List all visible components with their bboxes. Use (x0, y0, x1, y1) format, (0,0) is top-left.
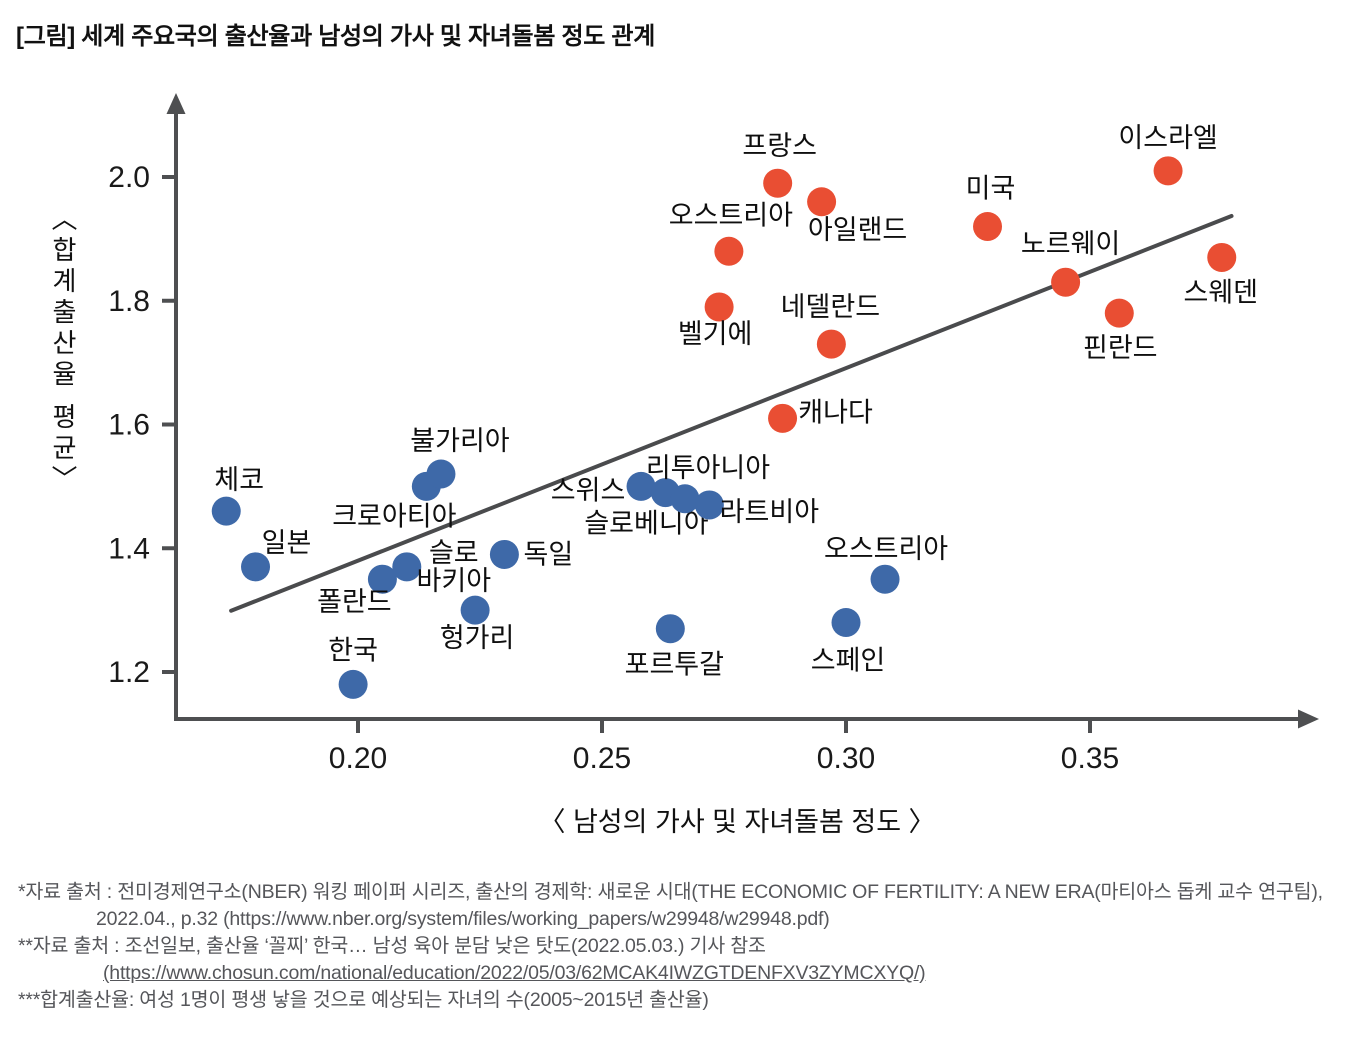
x-tick-label: 0.20 (329, 742, 387, 775)
footnote-line-5: ***합계출산율: 여성 1명이 평생 낳을 것으로 예상되는 자녀의 수(20… (18, 989, 709, 1011)
point-label-japan: 일본 (262, 528, 312, 558)
point-czechia (211, 496, 241, 526)
point-austria (714, 236, 744, 266)
point-label-hungary: 헝가리 (440, 623, 515, 653)
y-tick-label: 1.4 (108, 532, 150, 565)
point-finland (1104, 298, 1134, 328)
point-label-france: 프랑스 (742, 131, 817, 161)
point-bulgaria (426, 459, 456, 489)
point-label-austria-blue: 오스트리아 (824, 534, 948, 564)
scatter-chart: 0.20 0.25 0.30 0.35 1.2 1.4 1.6 1.8 2.0 오스트리아 프랑스아… (108, 93, 1319, 775)
x-tick-label: 0.35 (1061, 742, 1119, 775)
point-label-usa: 미국 (966, 174, 1016, 204)
point-slovakia (392, 552, 422, 582)
point-label-slovakia: 바키아 (417, 566, 492, 596)
x-axis-arrow-icon (1298, 709, 1319, 729)
footnote-line-3: **자료 출처 : 조선일보, 출산율 ‘꼴찌’ 한국… 남성 육아 분담 낮은… (18, 935, 766, 957)
y-tick-label: 1.8 (108, 285, 150, 318)
page-title: [그림] 세계 주요국의 출산율과 남성의 가사 및 자녀돌봄 정도 관계 (16, 23, 655, 50)
point-label-switzerland: 스위스 (551, 475, 626, 505)
x-axis-title: 〈 남성의 가사 및 자녀돌봄 정도 〉 (538, 807, 936, 837)
point-sweden (1207, 242, 1237, 272)
x-tick-label: 0.25 (573, 742, 631, 775)
point-norway (1051, 267, 1081, 297)
point-germany (489, 539, 519, 569)
point-spain (831, 608, 861, 637)
point-lithuania (670, 484, 700, 514)
point-portugal (655, 614, 685, 644)
point-label-finland: 핀란드 (1083, 333, 1158, 363)
y-tick-label: 1.6 (108, 409, 150, 442)
trend-line (229, 213, 1234, 613)
point-label-belgium: 벨기에 (678, 319, 753, 349)
point-label-croatia: 크로아티아 (332, 501, 456, 531)
point-label-bulgaria: 불가리아 (410, 426, 510, 456)
point-ireland (807, 187, 837, 217)
point-belgium (704, 292, 734, 322)
point-usa (973, 212, 1003, 241)
x-tick-label: 0.30 (817, 742, 875, 775)
point-label-sweden: 스웨덴 (1183, 277, 1258, 307)
point-israel (1153, 156, 1183, 186)
point-label-slovenia: 슬로베니아 (584, 509, 708, 539)
point-netherlands (816, 329, 846, 359)
point-label-korea: 한국 (328, 635, 378, 665)
footnotes: *자료 출처 : 전미경제연구소(NBER) 워킹 페이퍼 시리즈, 출산의 경… (0, 879, 1362, 1014)
point-latvia (694, 490, 724, 520)
point-switzerland (626, 471, 656, 501)
point-france (763, 168, 793, 198)
point-hungary (460, 595, 490, 625)
point-label-canada: 캐나다 (798, 397, 873, 427)
point-label-latvia: 라트비아 (720, 497, 820, 527)
footnote-line-2: 2022.04., p.32 (https://www.nber.org/sys… (96, 908, 830, 930)
y-tick-label: 2.0 (108, 161, 150, 194)
point-label-austria: 오스트리아 (669, 200, 793, 230)
y-axis-arrow-icon (166, 93, 186, 114)
point-label-germany: 독일 (524, 539, 574, 569)
point-label-netherlands: 네델란드 (781, 292, 880, 322)
point-canada (768, 403, 798, 433)
point-label-slovakia: 슬로 (429, 538, 479, 568)
point-label-norway: 노르웨이 (1021, 229, 1120, 259)
point-label-israel: 이스라엘 (1118, 123, 1217, 153)
y-axis-title: 〈합계출산율 평균〉 (48, 205, 78, 497)
point-label-lithuania: 리투아니아 (646, 453, 770, 483)
point-label-spain: 스페인 (811, 646, 886, 676)
footnote-line-4: (https://www.chosun.com/national/educati… (103, 962, 926, 984)
footnote-line-1: *자료 출처 : 전미경제연구소(NBER) 워킹 페이퍼 시리즈, 출산의 경… (18, 881, 1323, 903)
point-label-czechia: 체코 (214, 465, 264, 495)
point-poland (367, 564, 397, 594)
point-austria-blue (870, 564, 900, 594)
point-label-portugal: 포르투갈 (625, 650, 724, 680)
point-japan (241, 552, 271, 582)
y-tick-label: 1.2 (108, 656, 150, 689)
point-label-poland: 폴란드 (317, 587, 392, 617)
point-korea (338, 669, 368, 699)
point-label-ireland: 아일랜드 (808, 215, 907, 245)
